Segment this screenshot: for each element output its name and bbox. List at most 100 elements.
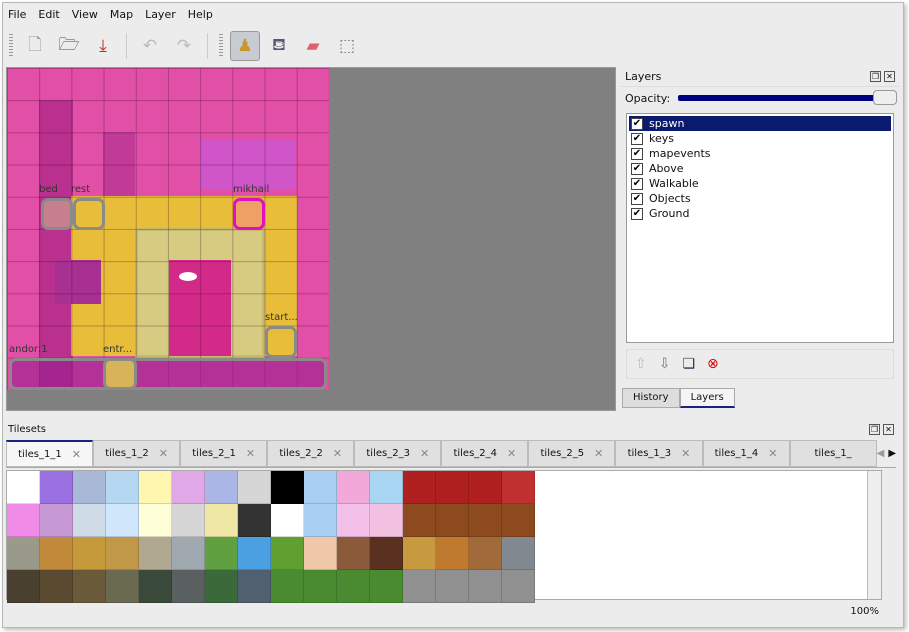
tile[interactable] bbox=[403, 504, 436, 537]
float-icon[interactable]: ❐ bbox=[870, 71, 881, 82]
open-button[interactable]: 🗁 bbox=[54, 31, 84, 61]
layer-row[interactable]: ✔ Ground bbox=[629, 206, 891, 221]
layer-row[interactable]: ✔ spawn bbox=[629, 116, 891, 131]
move-layer-up-icon[interactable]: ⇧ bbox=[635, 356, 647, 372]
tab-tiles_1_3[interactable]: tiles_1_3 ✕ bbox=[615, 440, 703, 467]
tile[interactable] bbox=[403, 471, 436, 504]
tile[interactable] bbox=[403, 537, 436, 570]
tile[interactable] bbox=[238, 537, 271, 570]
menu-map[interactable]: Map bbox=[109, 8, 134, 21]
tile[interactable] bbox=[205, 504, 238, 537]
close-tab-icon[interactable]: ✕ bbox=[594, 447, 604, 460]
visibility-checkbox[interactable]: ✔ bbox=[631, 177, 643, 190]
tab-tiles_1_4[interactable]: tiles_1_4 ✕ bbox=[702, 440, 790, 467]
close-tab-icon[interactable]: ✕ bbox=[681, 447, 691, 460]
save-button[interactable]: ⤓ bbox=[88, 31, 118, 61]
tile[interactable] bbox=[502, 504, 535, 537]
layer-row[interactable]: ✔ Objects bbox=[629, 191, 891, 206]
stamp-brush-button[interactable]: ♟ bbox=[230, 31, 260, 61]
tile[interactable] bbox=[172, 471, 205, 504]
remove-layer-icon[interactable]: ⊗ bbox=[707, 356, 719, 372]
visibility-checkbox[interactable]: ✔ bbox=[631, 132, 643, 145]
menu-view[interactable]: View bbox=[71, 8, 98, 21]
tile[interactable] bbox=[271, 471, 304, 504]
tile[interactable] bbox=[469, 537, 502, 570]
tile[interactable] bbox=[172, 570, 205, 603]
tile[interactable] bbox=[106, 471, 139, 504]
tile[interactable] bbox=[469, 471, 502, 504]
tile[interactable] bbox=[238, 570, 271, 603]
tab-tiles_1_[interactable]: tiles_1_ bbox=[789, 440, 877, 467]
layer-row[interactable]: ✔ Walkable bbox=[629, 176, 891, 191]
visibility-checkbox[interactable]: ✔ bbox=[631, 117, 643, 130]
tile[interactable] bbox=[502, 537, 535, 570]
vertical-scrollbar[interactable] bbox=[867, 471, 881, 599]
tile[interactable] bbox=[271, 570, 304, 603]
layer-row[interactable]: ✔ keys bbox=[629, 131, 891, 146]
tile[interactable] bbox=[40, 471, 73, 504]
tile[interactable] bbox=[436, 471, 469, 504]
tile[interactable] bbox=[139, 537, 172, 570]
layer-row[interactable]: ✔ mapevents bbox=[629, 146, 891, 161]
move-layer-down-icon[interactable]: ⇩ bbox=[658, 356, 671, 372]
tile[interactable] bbox=[502, 570, 535, 603]
tile[interactable] bbox=[502, 471, 535, 504]
close-tab-icon[interactable]: ✕ bbox=[158, 447, 168, 460]
tile[interactable] bbox=[106, 537, 139, 570]
tab-history[interactable]: History bbox=[622, 388, 680, 408]
visibility-checkbox[interactable]: ✔ bbox=[631, 192, 643, 205]
new-button[interactable]: 🗋 bbox=[20, 31, 50, 61]
layer-row[interactable]: ✔ Above bbox=[629, 161, 891, 176]
tile[interactable] bbox=[304, 504, 337, 537]
map-view[interactable]: bed rest mikhail start... andor:1 entr..… bbox=[6, 67, 616, 411]
map-object-bed[interactable] bbox=[41, 198, 73, 230]
redo-button[interactable]: ↷ bbox=[169, 31, 199, 61]
tile[interactable] bbox=[469, 504, 502, 537]
toolbar-grip[interactable] bbox=[9, 34, 13, 58]
close-icon[interactable]: ✕ bbox=[884, 71, 895, 82]
tile[interactable] bbox=[370, 504, 403, 537]
map-canvas[interactable]: bed rest mikhail start... andor:1 entr..… bbox=[7, 68, 329, 390]
tile[interactable] bbox=[139, 471, 172, 504]
toolbar-grip[interactable] bbox=[219, 34, 223, 58]
tile[interactable] bbox=[370, 537, 403, 570]
tab-tiles_2_1[interactable]: tiles_2_1 ✕ bbox=[180, 440, 268, 467]
eraser-button[interactable]: ▰ bbox=[298, 31, 328, 61]
map-object-corridor[interactable] bbox=[9, 358, 327, 390]
tile[interactable] bbox=[7, 537, 40, 570]
visibility-checkbox[interactable]: ✔ bbox=[631, 207, 643, 220]
scroll-left-icon[interactable]: ◀ bbox=[876, 448, 885, 459]
tile[interactable] bbox=[205, 537, 238, 570]
slider-handle[interactable] bbox=[873, 90, 897, 105]
tab-layers[interactable]: Layers bbox=[679, 388, 735, 408]
tile[interactable] bbox=[139, 570, 172, 603]
duplicate-layer-icon[interactable]: ❏ bbox=[682, 356, 696, 372]
tile[interactable] bbox=[172, 504, 205, 537]
tile[interactable] bbox=[139, 504, 172, 537]
tile[interactable] bbox=[205, 570, 238, 603]
tile[interactable] bbox=[370, 570, 403, 603]
scroll-right-icon[interactable]: ▶ bbox=[888, 448, 897, 459]
bucket-fill-button[interactable]: ⛾ bbox=[264, 31, 294, 61]
tile[interactable] bbox=[172, 537, 205, 570]
tile[interactable] bbox=[337, 471, 370, 504]
tile[interactable] bbox=[304, 570, 337, 603]
tile[interactable] bbox=[271, 504, 304, 537]
visibility-checkbox[interactable]: ✔ bbox=[631, 147, 643, 160]
tile[interactable] bbox=[40, 504, 73, 537]
close-tab-icon[interactable]: ✕ bbox=[332, 447, 343, 460]
tile[interactable] bbox=[337, 504, 370, 537]
tile[interactable] bbox=[337, 537, 370, 570]
tile[interactable] bbox=[469, 570, 502, 603]
tile[interactable] bbox=[7, 504, 40, 537]
tile[interactable] bbox=[205, 471, 238, 504]
close-tab-icon[interactable]: ✕ bbox=[71, 447, 81, 461]
tile[interactable] bbox=[106, 504, 139, 537]
tile[interactable] bbox=[271, 537, 304, 570]
menu-edit[interactable]: Edit bbox=[38, 8, 60, 21]
tab-tiles_2_2[interactable]: tiles_2_2 ✕ bbox=[267, 440, 355, 467]
menu-help[interactable]: Help bbox=[187, 8, 213, 21]
close-tab-icon[interactable]: ✕ bbox=[419, 447, 430, 460]
tab-tiles_2_4[interactable]: tiles_2_4 ✕ bbox=[441, 440, 529, 467]
tile[interactable] bbox=[436, 570, 469, 603]
